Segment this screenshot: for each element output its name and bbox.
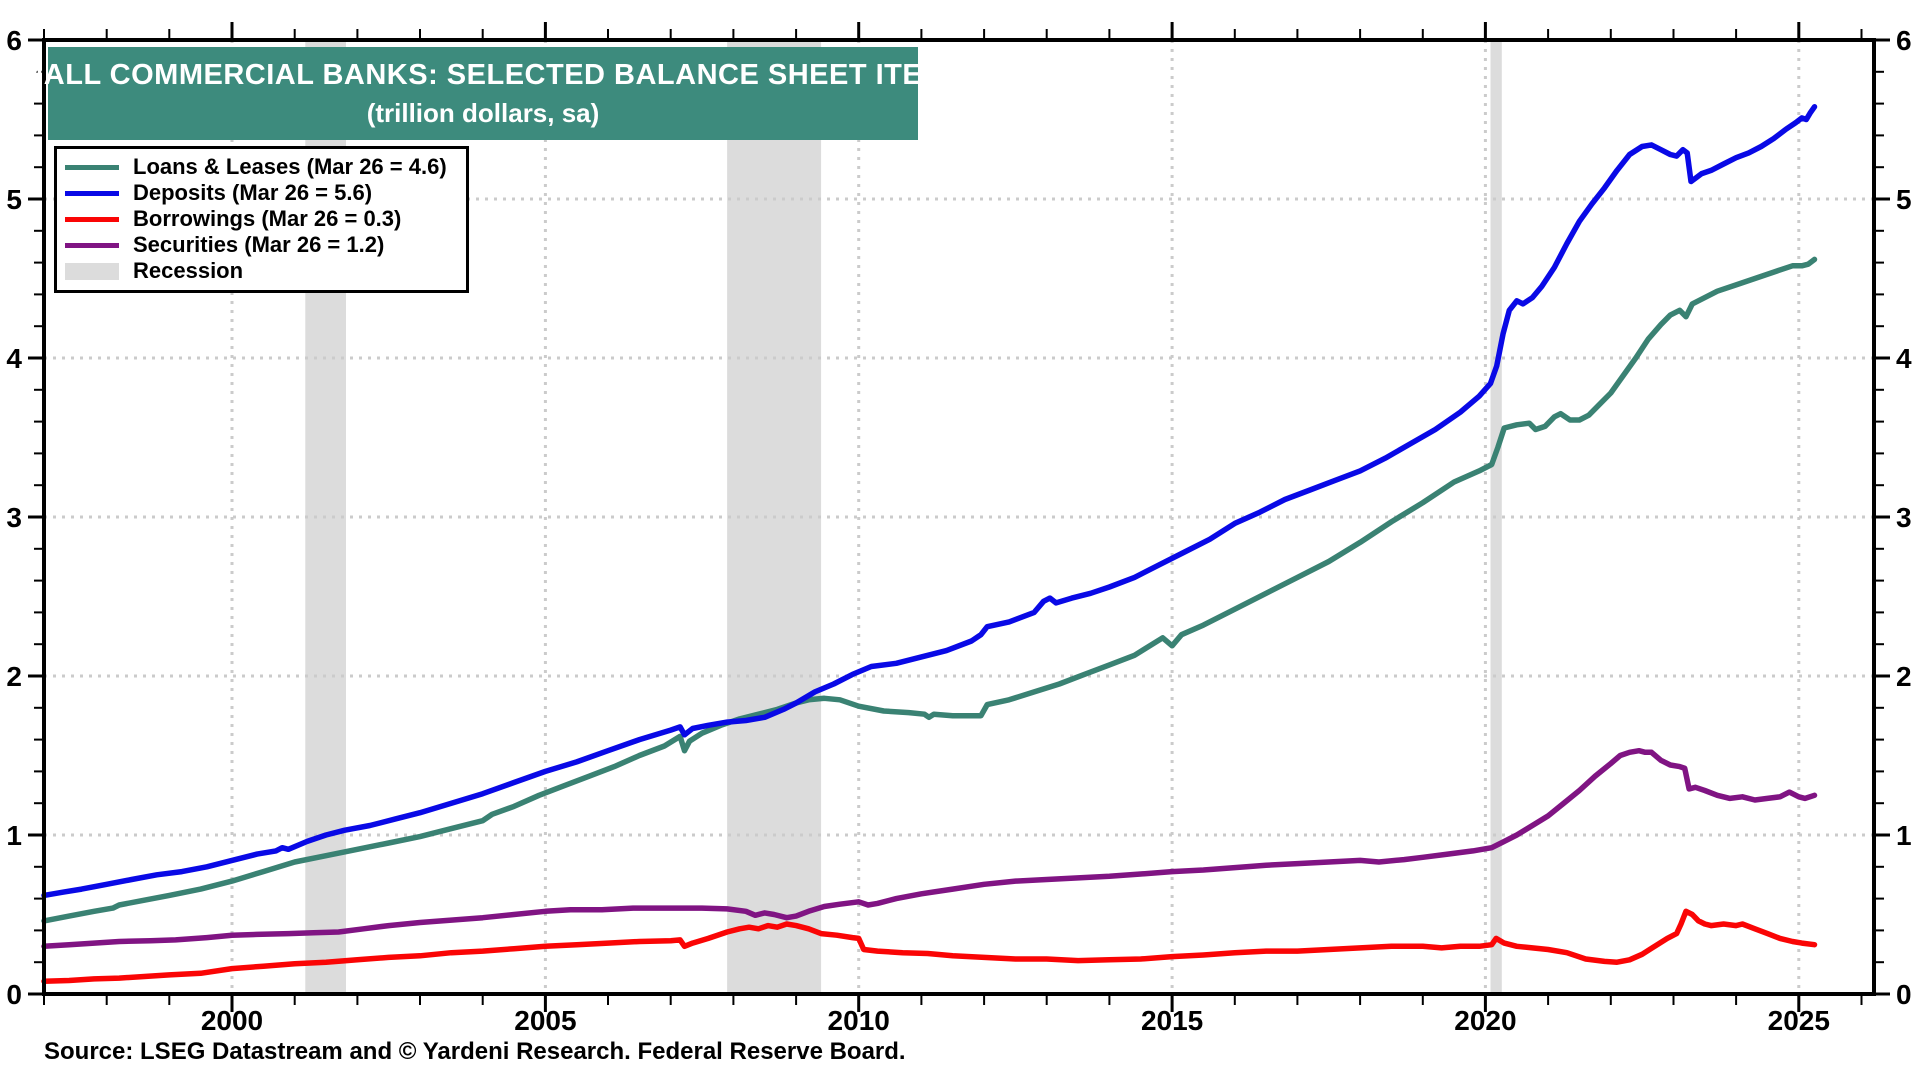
series-securities-line — [41, 747, 1818, 950]
legend-item-securities: Securities (Mar 26 = 1.2) — [65, 232, 458, 258]
y-axis-label-left: 4 — [6, 343, 22, 374]
legend-label: Loans & Leases (Mar 26 = 4.6) — [133, 154, 447, 179]
legend-label: Deposits (Mar 26 = 5.6) — [133, 180, 373, 205]
y-axis-label-left: 6 — [6, 25, 22, 56]
title-banner: SMALL COMMERCIAL BANKS: SELECTED BALANCE… — [0, 47, 966, 140]
y-axis-label-left: 3 — [6, 502, 22, 533]
source-note: Source: LSEG Datastream and © Yardeni Re… — [44, 1038, 906, 1065]
series-borrowings-line — [41, 908, 1818, 985]
y-axis-label-right: 0 — [1896, 979, 1912, 1010]
chart-title: SMALL COMMERCIAL BANKS: SELECTED BALANCE… — [0, 58, 967, 91]
series-loans-line — [41, 256, 1818, 924]
legend-label: Borrowings (Mar 26 = 0.3) — [133, 206, 402, 231]
borrowings-line-swatch — [65, 216, 119, 222]
recession-band — [1490, 40, 1502, 994]
y-axis-label-right: 3 — [1896, 502, 1912, 533]
recession-band-swatch — [65, 262, 119, 280]
x-axis-label: 2005 — [514, 1005, 576, 1036]
x-axis-label: 2015 — [1141, 1005, 1203, 1036]
y-axis-label-right: 6 — [1896, 25, 1912, 56]
deposits-line-swatch — [65, 190, 119, 196]
loans-line-swatch — [65, 164, 119, 170]
legend-item-loans: Loans & Leases (Mar 26 = 4.6) — [65, 154, 458, 180]
y-axis-label-left: 5 — [6, 184, 22, 215]
x-axis-label: 2010 — [828, 1005, 890, 1036]
series-deposits-line — [41, 104, 1818, 899]
x-axis-label: 2020 — [1454, 1005, 1516, 1036]
legend-item-deposits: Deposits (Mar 26 = 5.6) — [65, 180, 458, 206]
x-axis-label: 2000 — [201, 1005, 263, 1036]
legend-label: Recession — [133, 258, 244, 283]
legend-label: Securities (Mar 26 = 1.2) — [133, 232, 385, 257]
y-axis-label-right: 4 — [1896, 343, 1912, 374]
legend-item-recession: Recession — [65, 258, 458, 284]
plot-frame — [42, 38, 1876, 996]
y-axis-label-right: 2 — [1896, 661, 1912, 692]
legend: Loans & Leases (Mar 26 = 4.6) Deposits (… — [54, 146, 469, 293]
x-axis-label: 2025 — [1768, 1005, 1830, 1036]
y-axis-label-right: 5 — [1896, 184, 1912, 215]
y-axis-label-right: 1 — [1896, 820, 1912, 851]
securities-line-swatch — [65, 242, 119, 248]
legend-item-borrowings: Borrowings (Mar 26 = 0.3) — [65, 206, 458, 232]
y-axis-label-left: 0 — [6, 979, 22, 1010]
chart-subtitle: (trillion dollars, sa) — [366, 97, 600, 128]
y-axis-label-left: 2 — [6, 661, 22, 692]
y-axis-label-left: 1 — [6, 820, 22, 851]
